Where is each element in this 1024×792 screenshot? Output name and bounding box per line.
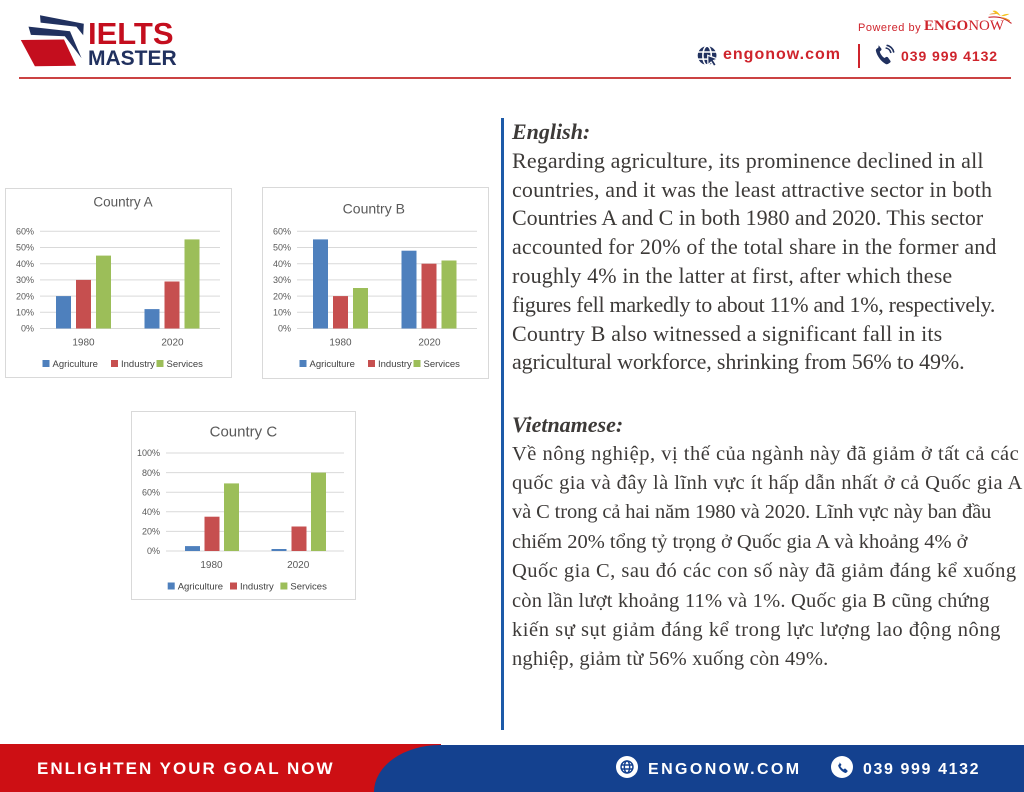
svg-text:Country C: Country C [210, 424, 278, 441]
svg-text:40%: 40% [142, 507, 160, 517]
svg-text:60%: 60% [273, 227, 291, 237]
svg-text:Services: Services [290, 582, 327, 593]
svg-text:50%: 50% [16, 243, 34, 253]
svg-text:10%: 10% [273, 308, 291, 318]
svg-text:0%: 0% [147, 546, 160, 556]
svg-text:30%: 30% [16, 275, 34, 285]
svg-text:40%: 40% [16, 259, 34, 269]
svg-text:1980: 1980 [329, 338, 352, 349]
svg-text:60%: 60% [16, 227, 34, 237]
svg-text:2020: 2020 [418, 338, 441, 349]
svg-text:Country A: Country A [93, 195, 152, 210]
svg-text:20%: 20% [273, 291, 291, 301]
svg-text:30%: 30% [273, 275, 291, 285]
svg-text:Agriculture: Agriculture [53, 359, 98, 370]
svg-text:0%: 0% [278, 324, 291, 334]
svg-text:Industry: Industry [121, 359, 155, 370]
svg-text:80%: 80% [142, 468, 160, 478]
svg-text:100%: 100% [137, 448, 160, 458]
svg-text:50%: 50% [273, 243, 291, 253]
svg-text:40%: 40% [273, 259, 291, 269]
svg-text:Industry: Industry [378, 359, 412, 370]
svg-text:2020: 2020 [161, 338, 184, 349]
svg-text:20%: 20% [142, 527, 160, 537]
svg-text:1980: 1980 [72, 338, 95, 349]
svg-text:1980: 1980 [200, 560, 223, 571]
svg-text:Agriculture: Agriculture [310, 359, 355, 370]
svg-text:2020: 2020 [287, 560, 310, 571]
svg-text:Country B: Country B [343, 200, 405, 216]
svg-text:60%: 60% [142, 487, 160, 497]
svg-text:10%: 10% [16, 308, 34, 318]
svg-text:Agriculture: Agriculture [178, 582, 223, 593]
svg-text:20%: 20% [16, 291, 34, 301]
svg-text:0%: 0% [21, 324, 34, 334]
svg-text:Services: Services [167, 359, 204, 370]
svg-text:Industry: Industry [240, 582, 274, 593]
svg-text:Services: Services [424, 359, 461, 370]
